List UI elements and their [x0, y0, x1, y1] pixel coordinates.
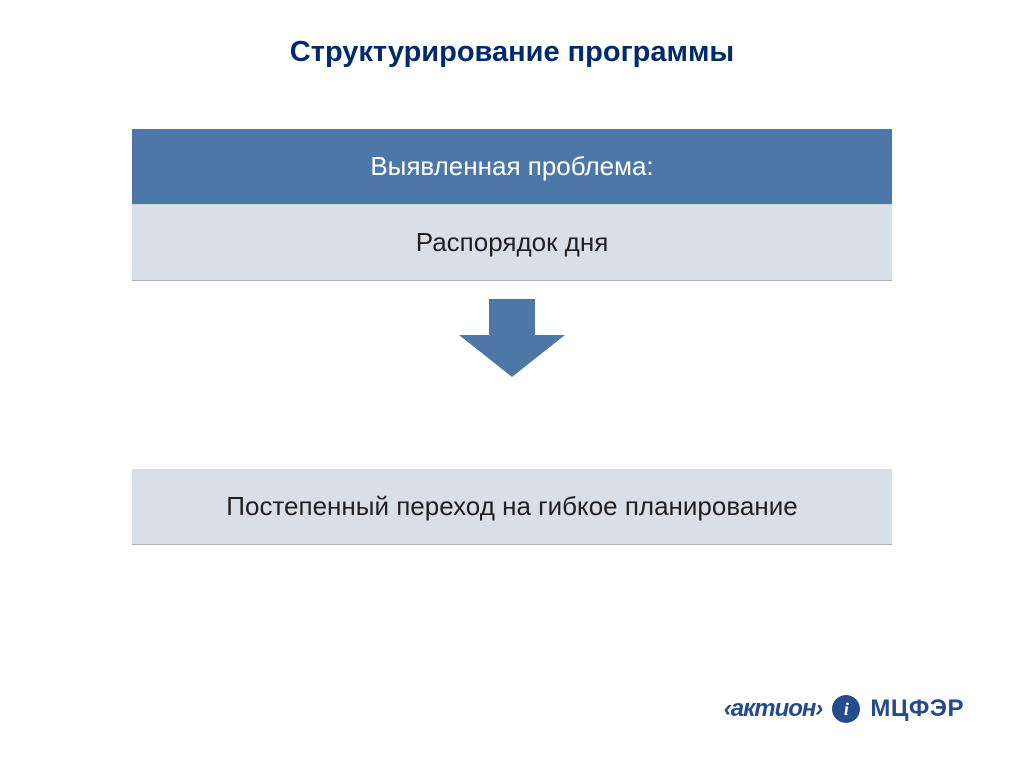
- problem-box: Выявленная проблема: Распорядок дня: [132, 129, 892, 281]
- arrow-down: [0, 299, 1024, 377]
- problem-header: Выявленная проблема:: [132, 129, 892, 205]
- problem-body: Распорядок дня: [132, 205, 892, 281]
- result-box: Постепенный переход на гибкое планирован…: [132, 469, 892, 545]
- logo-circle-icon: i: [832, 695, 860, 723]
- logo-mcfer-text: МЦФЭР: [870, 695, 964, 723]
- slide-title: Структурирование программы: [0, 0, 1024, 69]
- logo-aktion-text: ‹актион›: [724, 695, 823, 723]
- footer-logo: ‹актион› i МЦФЭР: [724, 695, 964, 723]
- arrow-down-icon: [459, 299, 565, 377]
